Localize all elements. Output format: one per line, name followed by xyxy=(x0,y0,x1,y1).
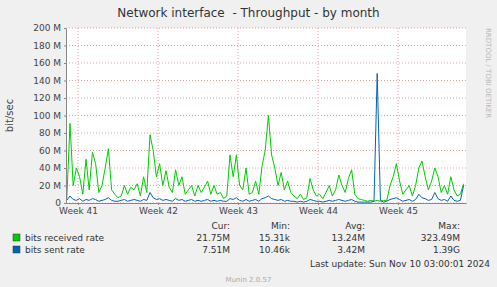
legend-swatch xyxy=(13,246,20,253)
y-tick: 160 M xyxy=(33,58,66,68)
legend-stat: 7.51M xyxy=(202,245,230,255)
y-tick-mark xyxy=(64,168,66,169)
legend-label: bits received rate xyxy=(25,233,104,243)
x-tick: Week 45 xyxy=(379,203,418,216)
legend-stat: 15.31k xyxy=(259,233,291,243)
y-tick: 180 M xyxy=(33,41,66,51)
series-line xyxy=(67,74,464,203)
x-tick: Week 44 xyxy=(299,203,338,216)
y-tick-mark xyxy=(64,98,66,99)
legend-header: Min: xyxy=(271,221,290,231)
y-tick: 100 M xyxy=(33,111,66,121)
chart-container: 020 M40 M60 M80 M100 M120 M140 M160 M180… xyxy=(0,0,497,287)
y-tick-label: 80 M xyxy=(39,128,61,138)
y-tick: 140 M xyxy=(33,76,66,86)
y-tick-label: 120 M xyxy=(33,93,61,103)
x-axis-line xyxy=(67,203,467,204)
y-grid-line xyxy=(66,185,466,186)
legend-swatch xyxy=(13,234,20,241)
y-tick-mark xyxy=(64,46,66,47)
y-grid-line xyxy=(66,45,466,46)
y-tick-label: 140 M xyxy=(33,76,61,86)
x-tick-mark xyxy=(318,203,319,205)
x-tick-mark xyxy=(238,203,239,205)
y-grid-line xyxy=(66,150,466,151)
x-tick-label: Week 41 xyxy=(59,206,98,216)
y-tick: 80 M xyxy=(39,128,66,138)
legend-stat: 10.46k xyxy=(259,245,291,255)
legend-stat: 1.39G xyxy=(433,245,460,255)
grid xyxy=(66,28,466,203)
x-tick-mark xyxy=(158,203,159,205)
y-tick-label: 180 M xyxy=(33,41,61,51)
y-tick-label: 60 M xyxy=(39,146,61,156)
x-tick-mark xyxy=(398,203,399,205)
y-grid-line xyxy=(66,168,466,169)
legend-label: bits sent rate xyxy=(25,245,85,255)
legend-stat: 323.49M xyxy=(421,233,460,243)
y-tick-mark xyxy=(64,151,66,152)
x-tick-mark xyxy=(78,203,79,205)
y-tick-label: 100 M xyxy=(33,111,61,121)
legend-stat: 13.24M xyxy=(331,233,365,243)
legend-header: Avg: xyxy=(345,221,365,231)
y-grid-line xyxy=(66,133,466,134)
footer: Last update: Sun Nov 10 03:00:01 2024 xyxy=(310,259,490,269)
y-tick-mark xyxy=(64,203,66,204)
y-tick-mark xyxy=(64,116,66,117)
x-grid-line xyxy=(318,28,319,203)
y-tick-label: 20 M xyxy=(39,181,61,191)
legend-stat: 21.75M xyxy=(196,233,230,243)
y-grid-line xyxy=(66,115,466,116)
y-tick: 60 M xyxy=(39,146,66,156)
x-grid-line xyxy=(78,28,79,203)
x-tick-label: Week 43 xyxy=(219,206,258,216)
y-grid-line xyxy=(66,203,466,204)
x-tick-label: Week 42 xyxy=(139,206,178,216)
plot-background xyxy=(66,28,466,203)
x-axis: Week 41 Week 42 Week 43 Week 44 Week 45 xyxy=(59,203,466,216)
background xyxy=(0,0,497,287)
y-tick-mark xyxy=(64,186,66,187)
y-tick: 40 M xyxy=(39,163,66,173)
y-axis-title: bit/sec xyxy=(4,99,15,132)
y-grid-line xyxy=(66,63,466,64)
x-tick-label: Week 45 xyxy=(379,206,418,216)
y-tick-mark xyxy=(64,133,66,134)
y-tick: 20 M xyxy=(39,181,66,191)
y-grid-line xyxy=(66,98,466,99)
y-tick-mark xyxy=(64,28,66,29)
series-group xyxy=(67,74,464,203)
y-grid-line xyxy=(66,80,466,81)
x-tick: Week 43 xyxy=(219,203,258,216)
x-tick: Week 41 xyxy=(59,203,98,216)
y-tick: 120 M xyxy=(33,93,66,103)
chart-svg: 020 M40 M60 M80 M100 M120 M140 M160 M180… xyxy=(0,0,497,287)
credit: Munin 2.0.57 xyxy=(226,276,272,284)
legend-header: Cur: xyxy=(211,221,230,231)
legend-stat: 3.42M xyxy=(337,245,365,255)
title: Network interface - Throughput - by mont… xyxy=(117,6,379,20)
x-tick: Week 42 xyxy=(139,203,178,216)
y-tick-mark xyxy=(64,81,66,82)
y-tick-label: 40 M xyxy=(39,163,61,173)
y-axis-line xyxy=(66,29,67,204)
y-axis: 020 M40 M60 M80 M100 M120 M140 M160 M180… xyxy=(33,23,66,208)
legend-header: Max: xyxy=(438,221,460,231)
x-grid-line xyxy=(158,28,159,203)
y-tick-mark xyxy=(64,63,66,64)
y-tick: 200 M xyxy=(33,23,66,33)
legend: Cur: Min: Avg: Max: bits received rate 21.75M… xyxy=(13,221,460,255)
series-line xyxy=(67,116,464,202)
y-tick-label: 200 M xyxy=(33,23,61,33)
x-tick-label: Week 44 xyxy=(299,206,338,216)
y-tick-label: 160 M xyxy=(33,58,61,68)
side-text: RRDTOOL / TOBI OETIKER xyxy=(484,28,492,118)
y-grid-line xyxy=(66,28,466,29)
